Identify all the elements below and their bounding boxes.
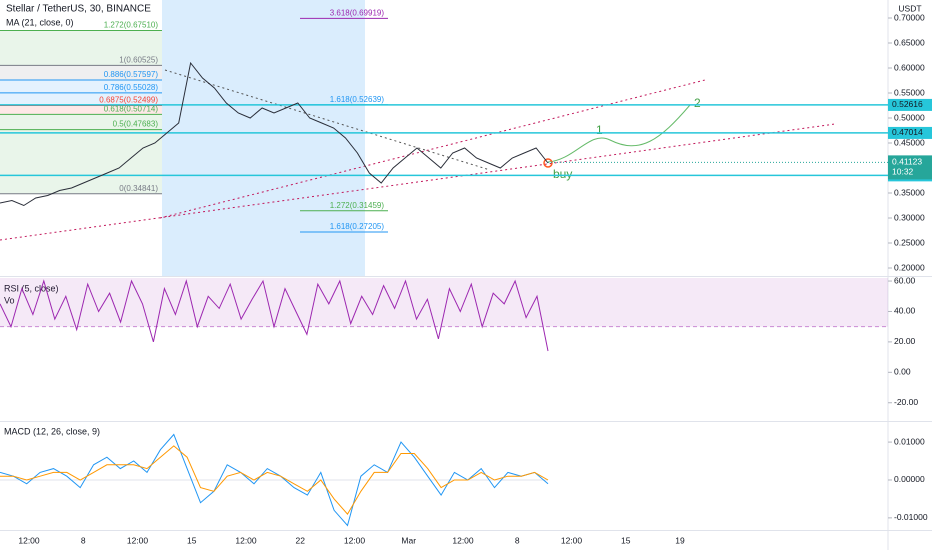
- fib-label: 1.618(0.52639): [330, 95, 385, 104]
- y-tick-label: 40.00: [894, 306, 916, 316]
- annotation: buy: [553, 167, 572, 181]
- rsi-band: [0, 278, 888, 327]
- y-tick-label: 0.45000: [894, 137, 925, 147]
- x-tick-label: 12:00: [344, 535, 366, 545]
- chart-title: Stellar / TetherUS, 30, BINANCE: [6, 4, 151, 15]
- fib-zone: [0, 30, 162, 66]
- fib-zone: [0, 92, 162, 106]
- y-tick-label: 0.25000: [894, 237, 925, 247]
- x-tick-label: 8: [515, 535, 520, 545]
- indicator-label: MA (21, close, 0): [6, 17, 74, 27]
- countdown-label: 10:32: [892, 167, 914, 177]
- price-tag: [888, 126, 932, 139]
- y-tick-label: 0.60000: [894, 62, 925, 72]
- x-tick-label: 15: [187, 535, 197, 545]
- fib-label: 1.272(0.31459): [330, 201, 385, 210]
- y-tick-label: 0.00000: [894, 474, 925, 484]
- trend-line: [159, 79, 706, 219]
- fib-label: 1.618(0.27205): [330, 222, 385, 231]
- fib-zone: [0, 80, 162, 93]
- price-tag-label: 0.52616: [892, 99, 923, 109]
- price-axis-bg: [888, 0, 932, 550]
- macd-line: [0, 445, 549, 515]
- fib-zone: [0, 105, 162, 115]
- y-tick-label: 0.01000: [894, 436, 925, 446]
- y-tick-label: 60.00: [894, 275, 916, 285]
- fib-zone: [0, 129, 162, 194]
- x-tick-label: 12:00: [127, 535, 149, 545]
- macd-line: [0, 433, 549, 527]
- rsi-title: RSI (5, close): [4, 283, 59, 293]
- projection-path: [547, 104, 691, 163]
- fib-zone: [0, 65, 162, 81]
- x-tick-label: 8: [81, 535, 86, 545]
- y-tick-label: 0.50000: [894, 112, 925, 122]
- y-tick-label: 0.35000: [894, 187, 925, 197]
- trend-line: [164, 69, 491, 171]
- y-tick-label: -20.00: [894, 397, 918, 407]
- rsi-line: [0, 279, 549, 352]
- fib-label: 0.6875(0.52499): [99, 96, 158, 105]
- fib-label: 0.886(0.57597): [104, 70, 159, 79]
- date-range-band: [162, 0, 365, 276]
- y-tick-label: 0.70000: [894, 12, 925, 22]
- x-tick-label: 12:00: [18, 535, 40, 545]
- fib-label: 1(0.60525): [119, 55, 158, 64]
- annotation: 1: [596, 123, 603, 137]
- x-tick-label: 19: [675, 535, 685, 545]
- trend-line: [0, 123, 836, 241]
- x-tick-label: 12:00: [452, 535, 474, 545]
- price-tag-label: 0.47014: [892, 127, 923, 137]
- y-tick-label: 0.30000: [894, 212, 925, 222]
- fib-label: 0(0.34841): [119, 184, 158, 193]
- fib-label: 0.618(0.50714): [104, 105, 159, 114]
- x-tick-label: 12:00: [235, 535, 257, 545]
- fib-label: 0.786(0.55028): [104, 83, 159, 92]
- price-tag: [888, 98, 932, 111]
- last-price-tag: [888, 155, 932, 180]
- y-tick-label: 0.00: [894, 367, 911, 377]
- last-price-label: 0.41123: [892, 157, 922, 167]
- y-tick-label: 0.65000: [894, 37, 925, 47]
- price-line: [0, 61, 549, 207]
- y-tick-label: -0.01000: [894, 512, 928, 522]
- fib-label: 3.618(0.69919): [330, 9, 385, 18]
- x-tick-label: 12:00: [561, 535, 583, 545]
- fib-label: 0.5(0.47683): [113, 120, 159, 129]
- y-tick-label: 0.55000: [894, 87, 925, 97]
- currency-label: USDT: [898, 3, 921, 13]
- macd-title: MACD (12, 26, close, 9): [4, 426, 100, 436]
- annotation: 2: [694, 96, 701, 110]
- buy-marker: [543, 158, 553, 168]
- x-tick-label: 22: [296, 535, 306, 545]
- y-tick-label: 20.00: [894, 336, 916, 346]
- fib-zone: [0, 114, 162, 130]
- fib-label: 1.272(0.67510): [104, 21, 159, 30]
- volume-label: Vo: [4, 295, 15, 305]
- y-tick-label: 0.20000: [894, 262, 925, 272]
- x-tick-label: Mar: [401, 535, 416, 545]
- x-tick-label: 15: [621, 535, 631, 545]
